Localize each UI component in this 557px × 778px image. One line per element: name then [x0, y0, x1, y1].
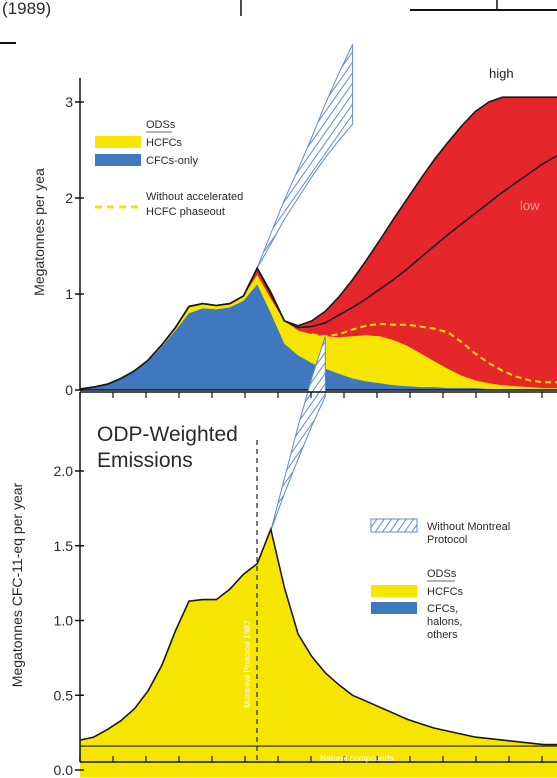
- high-label: high: [489, 66, 514, 81]
- y-tick-label: 1.5: [54, 538, 74, 554]
- cfc-area: [80, 284, 557, 390]
- bottom-y-ticks: 0.0 0.5 1.0 1.5 2.0: [54, 463, 84, 778]
- legend-cfc-swatch: [95, 154, 141, 166]
- legend-hcfc-swatch: [95, 136, 141, 148]
- bottom-title-2: Emissions: [97, 449, 193, 472]
- y-tick-label: 0.0: [54, 762, 74, 778]
- y-tick-label: 0: [65, 382, 73, 398]
- y-tick-label: 0.5: [54, 687, 74, 703]
- y-tick-label: 3: [65, 94, 73, 110]
- chart-bottom: 0.0 0.5 1.0 1.5 2.0 Megatonnes CFC-11-eq per…: [9, 336, 557, 778]
- legend-no-montreal-1: Without Montreal: [427, 521, 510, 533]
- top-caption: (1989): [2, 0, 51, 18]
- montreal-protocol-label: Montreal Protocol 1987: [242, 620, 252, 708]
- y-tick-label: 1.0: [54, 613, 74, 629]
- legend-no-montreal-swatch: [370, 518, 418, 533]
- legend-cfc-3: others: [427, 629, 458, 641]
- y-tick-label: 2.0: [54, 463, 74, 479]
- y-tick-label: 2: [65, 190, 73, 206]
- legend-cfc-2: halons,: [427, 616, 462, 628]
- legend-odss-header: ODSs: [427, 568, 457, 580]
- y-tick-label: 1: [65, 286, 73, 302]
- legend-dashed-1: Without accelerated: [146, 191, 243, 203]
- low-scenario-line: [79, 155, 557, 390]
- top-y-ticks: 0 1 2 3: [65, 94, 84, 398]
- legend-no-montreal-2: Protocol: [427, 534, 467, 546]
- bottom-x-ticks: [79, 392, 543, 762]
- legend-hcfc: HCFCs: [427, 586, 464, 598]
- legend-cfc-1: CFCs,: [427, 603, 458, 615]
- no-montreal-band: [270, 336, 326, 531]
- bottom-y-axis-label: Megatonnes CFC-11-eq per year: [9, 482, 25, 687]
- natural-compounds-label: Natural compounds: [320, 753, 394, 763]
- top-legend: ODSs HCFCs CFCs-only Without accelerated…: [95, 119, 243, 218]
- legend-hcfc: HCFCs: [146, 137, 183, 149]
- total-outline: [79, 526, 557, 746]
- without-accelerated-line: [311, 322, 557, 384]
- chart-top: 0 1 2 3 Megatonnes per yea ODSs HCFCs CFCs-…: [31, 44, 557, 398]
- hcfc-area: [80, 529, 557, 778]
- legend-cfc: CFCs-only: [146, 155, 198, 167]
- no-montreal-band: [256, 44, 354, 269]
- bottom-legend: Without Montreal Protocol ODSs HCFCs CFC…: [370, 518, 510, 641]
- legend-hcfc-swatch: [371, 585, 417, 597]
- top-y-axis-label: Megatonnes per yea: [31, 168, 47, 296]
- legend-header: ODSs: [146, 119, 176, 131]
- bottom-title-1: ODP-Weighted: [97, 423, 238, 446]
- low-label: low: [520, 198, 540, 213]
- legend-cfc-swatch: [371, 602, 417, 614]
- legend-dashed-2: HCFC phaseout: [146, 206, 225, 218]
